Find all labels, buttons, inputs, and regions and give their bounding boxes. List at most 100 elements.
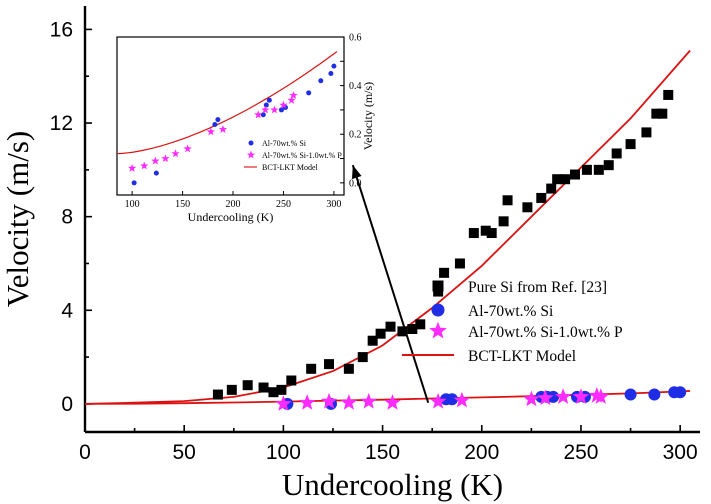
inset-frame bbox=[116, 36, 345, 196]
inset-legend-label: Al-70wt.% Si-1.0wt.% P bbox=[262, 151, 342, 160]
inset-x-axis-title: Undercooling (K) bbox=[188, 210, 274, 224]
inset-legend-label: Al-70wt.% Si bbox=[262, 139, 307, 148]
inset-data-point bbox=[328, 70, 334, 76]
inset-x-tick-label: 200 bbox=[226, 199, 241, 210]
data-point bbox=[498, 216, 509, 227]
inset-legend-symbol bbox=[248, 140, 254, 146]
y-tick-label: 16 bbox=[50, 18, 73, 41]
inset-data-point bbox=[215, 117, 221, 123]
data-point bbox=[258, 382, 269, 393]
data-point bbox=[212, 389, 223, 400]
main-plot: 0 50 100 150 200 250 300 0 4 8 12 16 Undercooling (K… bbox=[0, 6, 700, 502]
inset-data-point bbox=[183, 144, 192, 153]
inset-data-point bbox=[279, 100, 288, 109]
data-point bbox=[268, 387, 279, 398]
data-point bbox=[625, 139, 636, 150]
inset-data-point bbox=[212, 122, 218, 128]
data-point bbox=[360, 392, 377, 409]
inset-x-tick-label: 100 bbox=[125, 199, 140, 210]
data-point bbox=[663, 89, 674, 100]
data-point bbox=[502, 195, 513, 206]
data-point bbox=[385, 321, 396, 332]
data-point bbox=[433, 286, 444, 297]
x-tick-label: 200 bbox=[464, 441, 499, 464]
data-point bbox=[624, 388, 637, 401]
data-point bbox=[603, 160, 614, 171]
legend-label: BCT-LKT Model bbox=[468, 348, 576, 365]
inset-y-axis-title: Velocity (m/s) bbox=[361, 82, 375, 150]
data-point bbox=[480, 225, 491, 236]
inset-y-tick-label: 0.6 bbox=[349, 33, 362, 44]
inset-data-point bbox=[153, 170, 159, 176]
data-point bbox=[384, 394, 401, 410]
inset-data-point bbox=[306, 90, 312, 96]
x-axis-title: Undercooling (K) bbox=[282, 467, 503, 502]
x-tick-label: 250 bbox=[563, 441, 598, 464]
inset-plot: 100 150 200 250 300 0.0 0.2 0.4 0.6 Undercooling … bbox=[116, 33, 375, 224]
x-tick-label: 50 bbox=[173, 441, 196, 464]
inset-data-point bbox=[254, 110, 263, 119]
inset-x-tick-label: 150 bbox=[175, 199, 190, 210]
x-tick-label: 150 bbox=[365, 441, 400, 464]
data-point bbox=[468, 228, 479, 239]
inset-data-point bbox=[151, 156, 160, 165]
data-point bbox=[242, 380, 253, 391]
data-point bbox=[593, 164, 604, 175]
inset-data-point bbox=[206, 127, 215, 136]
data-point bbox=[570, 169, 581, 180]
data-point bbox=[537, 389, 554, 406]
data-point bbox=[357, 352, 368, 363]
data-point bbox=[546, 183, 557, 194]
x-tick-label: 100 bbox=[266, 441, 301, 464]
data-point bbox=[298, 394, 316, 410]
data-point bbox=[226, 384, 237, 395]
data-point bbox=[343, 363, 354, 374]
inset-data-point bbox=[287, 95, 296, 104]
x-tick-label: 300 bbox=[663, 441, 698, 464]
data-point bbox=[324, 359, 335, 370]
inset-x-tick-label: 250 bbox=[276, 199, 291, 210]
y-tick-label: 4 bbox=[61, 299, 73, 322]
data-point bbox=[453, 391, 471, 408]
inset-data-point bbox=[140, 161, 149, 170]
data-point bbox=[454, 258, 465, 269]
data-point bbox=[554, 388, 572, 404]
data-point bbox=[320, 392, 338, 409]
data-point bbox=[407, 324, 418, 335]
data-point bbox=[306, 363, 317, 374]
y-tick-label: 0 bbox=[61, 393, 73, 416]
inset-y-tick-label: 0.2 bbox=[349, 130, 362, 141]
data-point bbox=[439, 267, 450, 278]
data-point bbox=[560, 174, 571, 185]
legend-label: Al-70wt.% Si-1.0wt.% P bbox=[468, 324, 623, 341]
data-point bbox=[552, 174, 563, 185]
data-point bbox=[275, 395, 292, 411]
y-axis-title: Velocity (m/s) bbox=[0, 131, 35, 308]
data-point bbox=[651, 108, 662, 119]
y-tick-label: 8 bbox=[61, 206, 73, 229]
data-point bbox=[375, 328, 386, 339]
data-point bbox=[429, 392, 447, 409]
legend-label: Pure Si from Ref. [23] bbox=[468, 279, 607, 296]
data-point bbox=[592, 388, 610, 404]
legend-label: Al-70wt.% Si bbox=[468, 303, 554, 320]
data-point bbox=[547, 390, 560, 403]
data-point bbox=[572, 388, 590, 404]
inset-arrow-shaft bbox=[351, 164, 430, 404]
data-point bbox=[657, 108, 668, 119]
data-point bbox=[523, 390, 540, 407]
inset-data-point bbox=[131, 180, 137, 186]
data-point bbox=[486, 228, 497, 239]
inset-data-point bbox=[266, 97, 272, 103]
data-point bbox=[367, 335, 378, 346]
inset-data-point bbox=[318, 78, 324, 84]
inset-y-tick-label: 0.4 bbox=[349, 81, 362, 92]
data-point bbox=[536, 192, 547, 203]
inset-data-point bbox=[263, 102, 269, 108]
x-tick-label: 0 bbox=[79, 441, 91, 464]
inset-data-point bbox=[270, 105, 279, 114]
inset-legend-label: BCT-LKT Model bbox=[262, 163, 319, 172]
legend-symbol bbox=[432, 280, 444, 292]
